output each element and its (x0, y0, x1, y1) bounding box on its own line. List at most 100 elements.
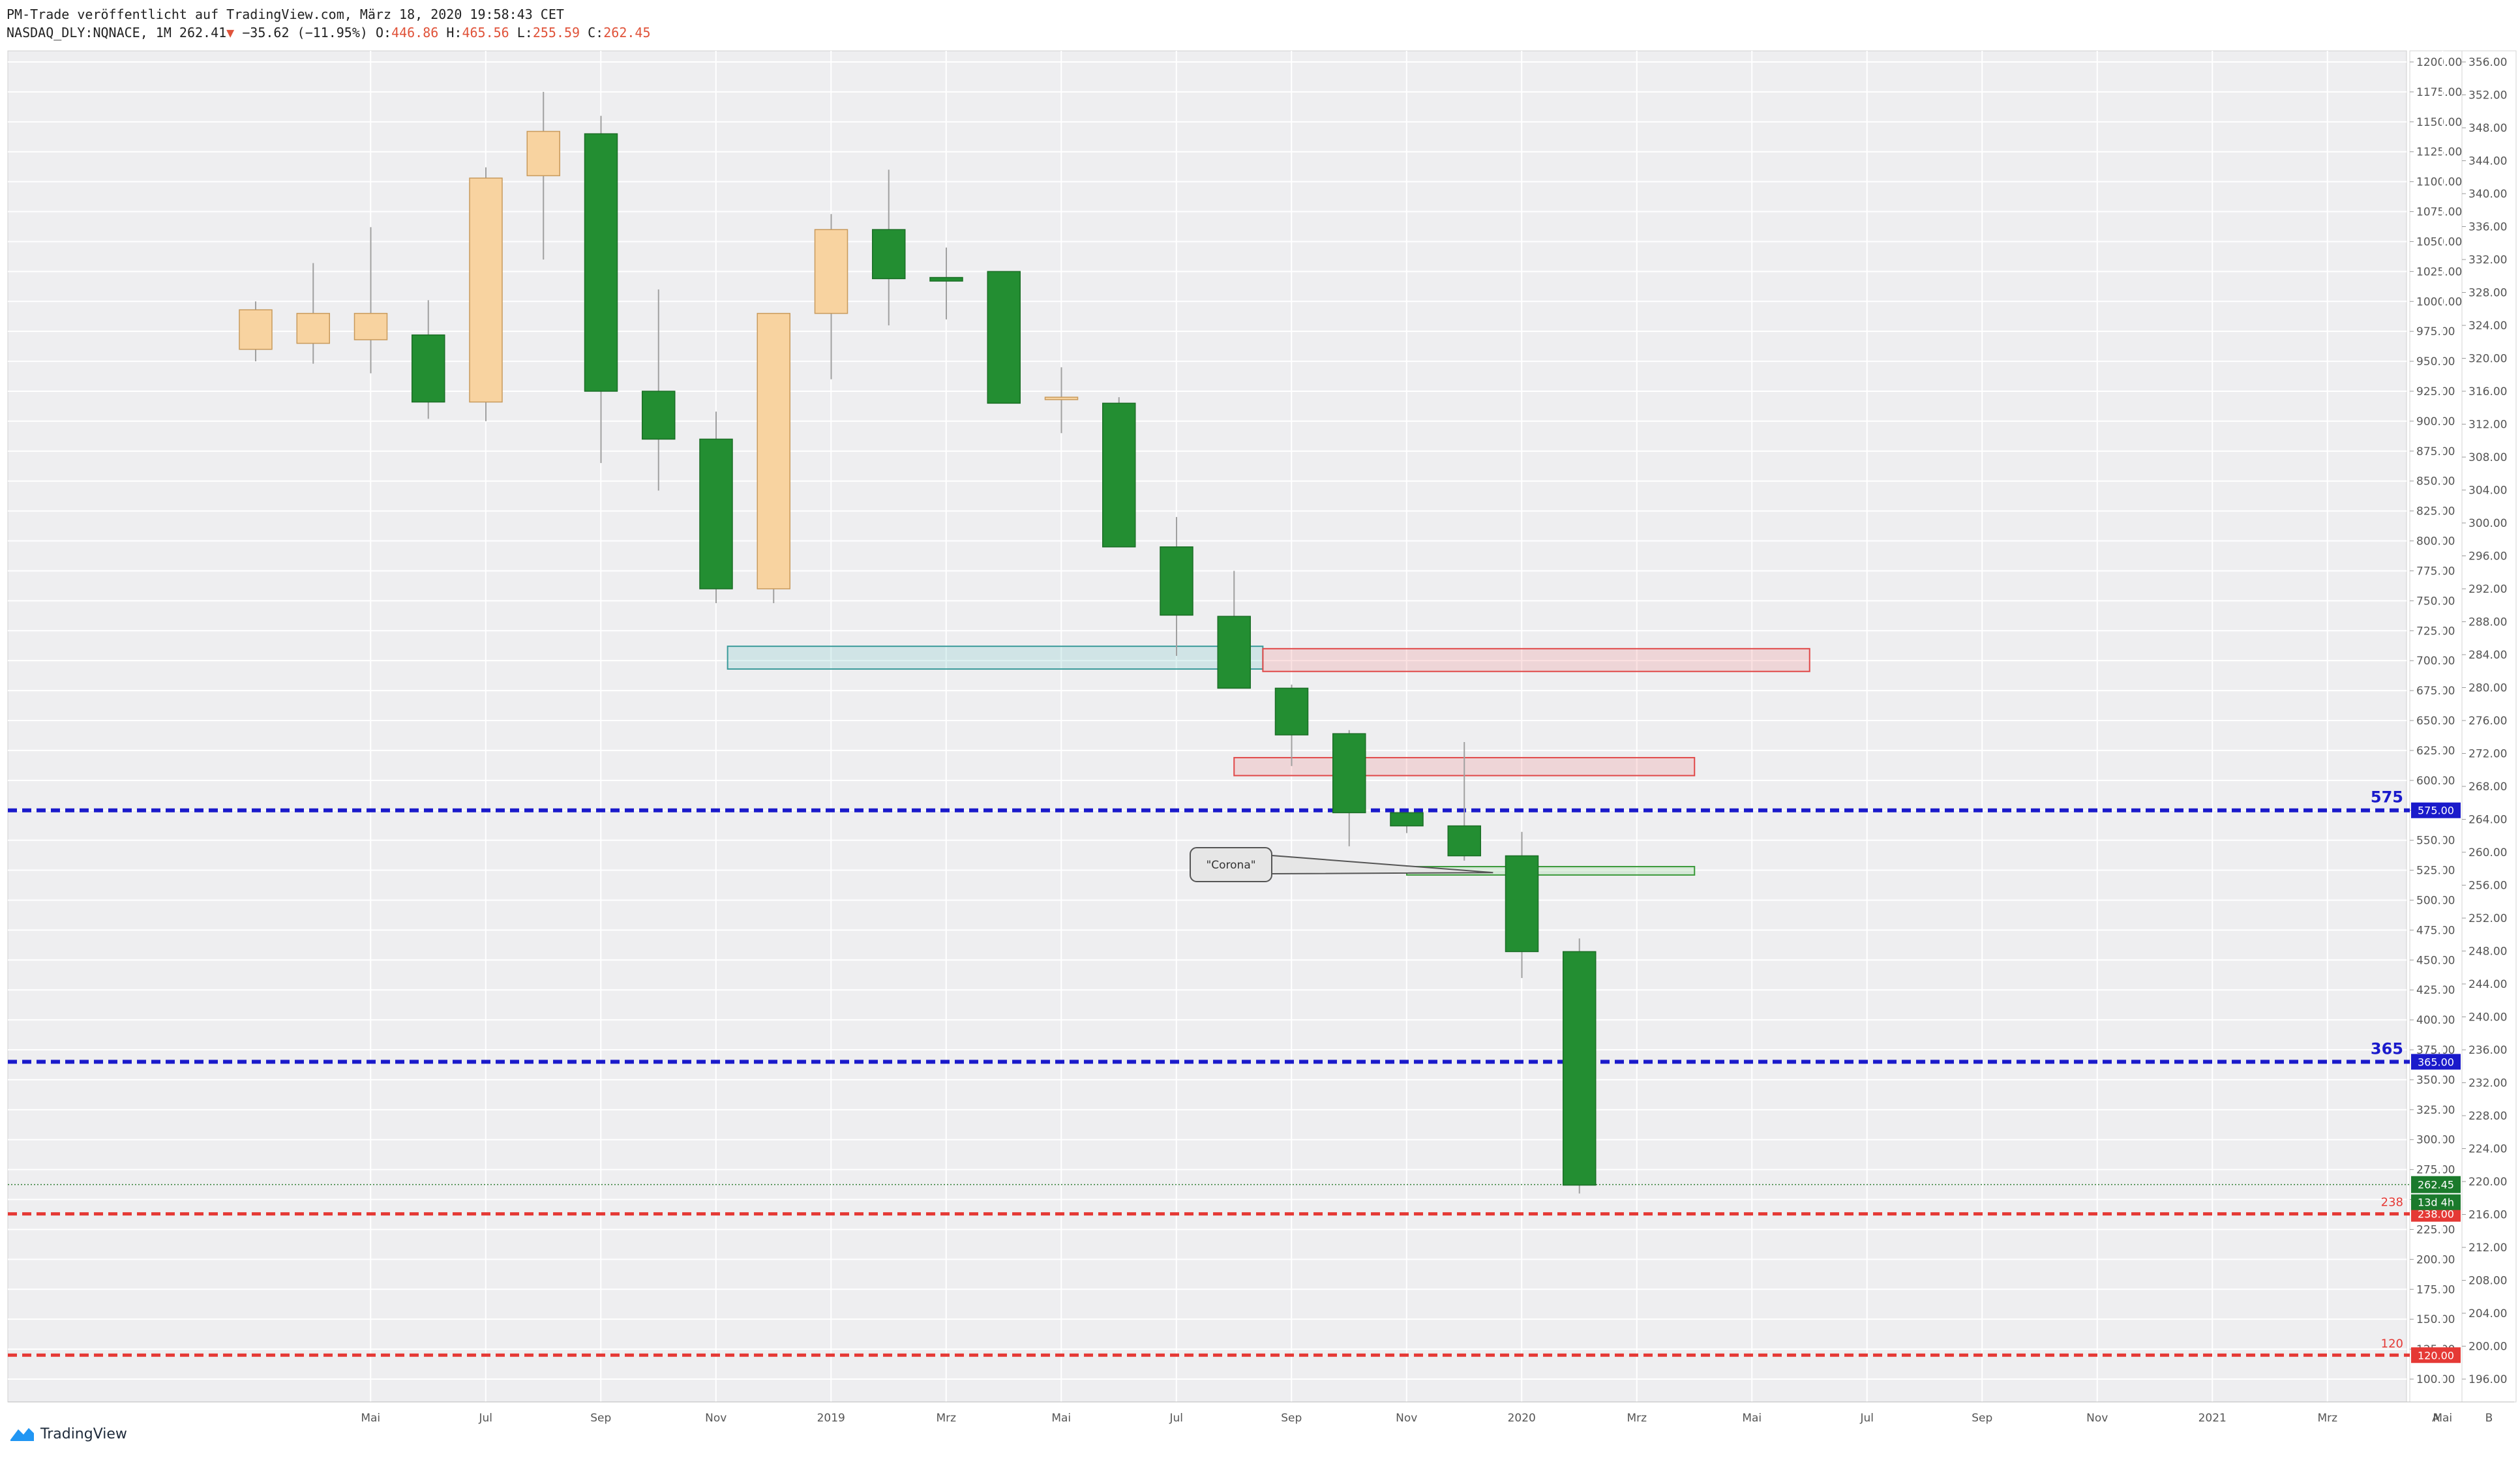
right-axis-tick-label: 332.00 (2468, 254, 2507, 267)
price-tag-bg (2411, 1054, 2461, 1070)
right-axis-tick-label: 196.00 (2468, 1373, 2507, 1386)
candle-body[interactable] (699, 438, 733, 589)
right-axis-tick-label: 324.00 (2468, 320, 2507, 333)
level-label-238: 238 (2381, 1196, 2403, 1210)
candle-body[interactable] (757, 312, 790, 589)
footer-branding[interactable]: TradingView (9, 1425, 127, 1442)
scale-tab-b[interactable]: B (2485, 1412, 2493, 1425)
right-axis-tick-label: 280.00 (2468, 682, 2507, 695)
candle-body[interactable] (642, 391, 676, 440)
level-label-575: 575 (2371, 788, 2403, 807)
left-axis-tick-label: 450.00 (2416, 954, 2455, 967)
x-axis-tick-label: Nov (2086, 1412, 2108, 1425)
candle-body[interactable] (1217, 616, 1251, 689)
symbol-label[interactable]: NASDAQ_DLY:NQNACE, 1M (7, 25, 172, 40)
left-axis-tick-label: 100.00 (2416, 1373, 2455, 1386)
right-price-axis[interactable] (2461, 50, 2517, 1403)
right-axis-tick-label: 284.00 (2468, 649, 2507, 662)
right-axis-tick-label: 212.00 (2468, 1242, 2507, 1255)
candle-body[interactable] (1390, 812, 1424, 827)
plot-area[interactable] (7, 50, 2407, 1403)
countdown-tag-bg (2411, 1194, 2461, 1210)
left-axis-tick-label: 700.00 (2416, 655, 2455, 668)
candle-body[interactable] (987, 271, 1021, 404)
left-axis-tick-label: 325.00 (2416, 1104, 2455, 1117)
left-axis-tick-label: 1200.00 (2416, 56, 2462, 69)
right-axis-tick-label: 220.00 (2468, 1176, 2507, 1189)
left-axis-tick-label: 775.00 (2416, 565, 2455, 578)
x-axis-tick-label: Mrz (1627, 1412, 1647, 1425)
candle-body[interactable] (1274, 687, 1309, 736)
current-price-tag-bg (2411, 1176, 2461, 1193)
left-axis-tick-label: 725.00 (2416, 625, 2455, 638)
candle-body[interactable] (1505, 855, 1539, 953)
right-axis-tick-label: 312.00 (2468, 419, 2507, 432)
right-axis-tick-label: 356.00 (2468, 56, 2507, 69)
x-axis-tick-label: 2021 (2198, 1412, 2227, 1425)
left-axis-tick-label: 875.00 (2416, 445, 2455, 458)
candle-body[interactable] (239, 309, 273, 350)
left-axis-tick-label: 1000.00 (2416, 295, 2462, 308)
right-axis-tick-label: 336.00 (2468, 221, 2507, 234)
x-axis-tick-label: Sep (1972, 1412, 1992, 1425)
right-axis-tick-label: 308.00 (2468, 451, 2507, 464)
brand-name: TradingView (40, 1425, 127, 1442)
right-axis-tick-label: 232.00 (2468, 1077, 2507, 1090)
right-axis-tick-label: 264.00 (2468, 814, 2507, 827)
left-axis-tick-label: 800.00 (2416, 535, 2455, 548)
left-axis-tick-label: 1125.00 (2416, 146, 2462, 159)
down-arrow-icon: ▼ (226, 25, 235, 40)
right-axis-tick-label: 200.00 (2468, 1341, 2507, 1354)
candle-body[interactable] (412, 334, 445, 403)
candle-body[interactable] (929, 276, 963, 282)
left-axis-tick-label: 625.00 (2416, 745, 2455, 758)
candle-body[interactable] (1332, 733, 1366, 814)
price-tag-bg (2411, 1347, 2461, 1363)
candle-body[interactable] (469, 177, 503, 403)
zone-red[interactable] (1262, 647, 1810, 672)
right-axis-tick-label: 320.00 (2468, 353, 2507, 366)
left-axis-tick-label: 275.00 (2416, 1164, 2455, 1177)
x-axis-tick-label: Jul (1169, 1412, 1183, 1425)
right-axis-tick-label: 288.00 (2468, 616, 2507, 629)
candle-body[interactable] (1563, 951, 1597, 1186)
right-axis-tick-label: 228.00 (2468, 1110, 2507, 1123)
x-axis-tick-label: Jul (1859, 1412, 1874, 1425)
left-axis-tick-label: 550.00 (2416, 835, 2455, 848)
candle-body[interactable] (1160, 546, 1193, 616)
right-axis-tick-label: 252.00 (2468, 912, 2507, 925)
left-axis-tick-label: 950.00 (2416, 355, 2455, 368)
x-axis-tick-label: Mai (2433, 1412, 2452, 1425)
candle-body[interactable] (1447, 825, 1481, 857)
candle-body[interactable] (872, 229, 906, 280)
candle-body[interactable] (814, 229, 848, 314)
left-axis-tick-label: 300.00 (2416, 1134, 2455, 1147)
annotation-box[interactable] (1190, 847, 1272, 882)
right-axis-tick-label: 236.00 (2468, 1044, 2507, 1057)
left-axis-tick-label: 1100.00 (2416, 176, 2462, 189)
candle-body[interactable] (1044, 396, 1079, 400)
zone-teal[interactable] (727, 646, 1264, 670)
left-axis-tick-label: 400.00 (2416, 1014, 2455, 1027)
left-axis-tick-label: 900.00 (2416, 415, 2455, 428)
scale-tab-a[interactable]: A (2432, 1412, 2440, 1425)
last-price: 262.41 (179, 25, 227, 40)
left-axis-tick-label: 825.00 (2416, 505, 2455, 518)
price-tag-365: 365.00 (2418, 1056, 2454, 1068)
close-label: C: (588, 25, 604, 40)
x-axis-tick-label: 2019 (817, 1412, 845, 1425)
x-axis-tick-label: Nov (1396, 1412, 1417, 1425)
candle-body[interactable] (353, 312, 388, 340)
tradingview-logo-icon (10, 1428, 34, 1441)
right-axis-tick-label: 296.00 (2468, 550, 2507, 563)
right-axis-tick-label: 328.00 (2468, 287, 2507, 300)
right-axis-tick-label: 344.00 (2468, 155, 2507, 168)
candle-body[interactable] (296, 312, 330, 344)
candle-body[interactable] (1102, 402, 1136, 548)
candle-body[interactable] (584, 133, 618, 392)
right-axis-tick-label: 268.00 (2468, 781, 2507, 794)
candle-body[interactable] (526, 130, 560, 177)
x-axis-tick-label: Mrz (936, 1412, 956, 1425)
